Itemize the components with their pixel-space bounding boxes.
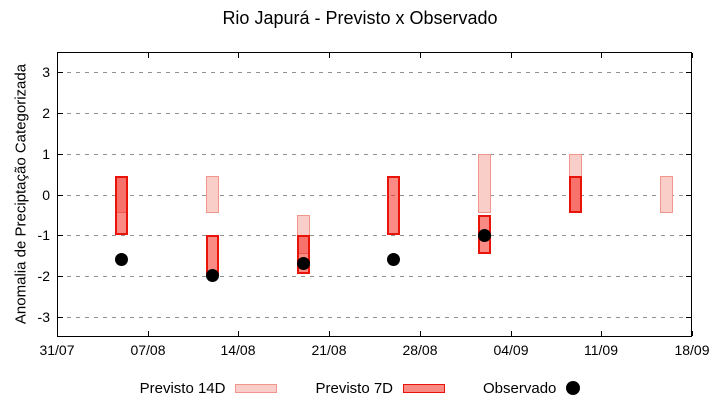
- observado-dot-icon: [566, 381, 581, 395]
- plot-area: [57, 52, 692, 337]
- chart-title: Rio Japurá - Previsto x Observado: [222, 8, 498, 28]
- x-tick-top: [601, 53, 602, 58]
- x-tick-bottom: [692, 331, 693, 336]
- x-tick-top: [420, 53, 421, 58]
- y-tick-label: -1: [37, 227, 50, 243]
- gridline: [58, 195, 691, 196]
- y-tick-right: [686, 235, 691, 236]
- x-tick-label: 11/09: [584, 342, 618, 358]
- y-tick-label: 0: [42, 187, 50, 203]
- observed-dot: [478, 229, 491, 242]
- y-tick-right: [686, 154, 691, 155]
- x-tick-label: 21/08: [311, 342, 347, 358]
- legend-label-observado: Observado: [483, 379, 557, 397]
- previsto-7d-swatch-icon: [403, 383, 446, 393]
- observed-dot: [206, 269, 219, 282]
- bar-previsto-14d: [206, 176, 219, 213]
- legend-item-observado: Observado: [483, 379, 581, 397]
- observed-dot: [115, 253, 128, 266]
- x-tick-label: 18/09: [674, 342, 710, 358]
- bar-previsto-14d: [478, 154, 491, 213]
- y-tick-left: [58, 276, 63, 277]
- x-tick-top: [692, 53, 693, 58]
- y-tick-left: [58, 113, 63, 114]
- y-tick-left: [58, 154, 63, 155]
- observed-dot: [387, 253, 400, 266]
- x-tick-bottom: [329, 331, 330, 336]
- y-tick-left: [58, 195, 63, 196]
- x-tick-label: 31/07: [39, 342, 75, 358]
- y-tick-right: [686, 317, 691, 318]
- y-tick-right: [686, 195, 691, 196]
- x-tick-label: 28/08: [402, 342, 438, 358]
- legend-label-previsto-14d: Previsto 14D: [139, 379, 226, 397]
- y-tick-right: [686, 276, 691, 277]
- y-tick-right: [686, 72, 691, 73]
- x-tick-bottom: [511, 331, 512, 336]
- x-tick-bottom: [420, 331, 421, 336]
- legend: Previsto 14D Previsto 7D Observado: [0, 378, 720, 398]
- x-tick-top: [148, 53, 149, 58]
- y-tick-label: 3: [42, 64, 50, 80]
- legend-label-previsto-7d: Previsto 7D: [315, 379, 394, 397]
- x-tick-bottom: [238, 331, 239, 336]
- gridline: [58, 113, 691, 114]
- y-tick-left: [58, 317, 63, 318]
- x-tick-top: [329, 53, 330, 58]
- gridline: [58, 154, 691, 155]
- x-tick-bottom: [57, 331, 58, 336]
- gridline: [58, 72, 691, 73]
- bar-previsto-14d: [660, 176, 673, 213]
- y-tick-label: 1: [42, 146, 50, 162]
- x-tick-top: [238, 53, 239, 58]
- y-tick-left: [58, 72, 63, 73]
- legend-item-previsto-14d: Previsto 14D: [140, 380, 278, 397]
- x-tick-top: [57, 53, 58, 58]
- gridline: [58, 317, 691, 318]
- legend-item-previsto-7d: Previsto 7D: [315, 379, 446, 397]
- x-tick-top: [511, 53, 512, 58]
- y-tick-left: [58, 235, 63, 236]
- x-tick-label: 07/08: [130, 342, 166, 358]
- y-tick-right: [686, 113, 691, 114]
- bar-previsto-7d: [569, 176, 582, 213]
- bar-previsto-7d: [115, 176, 128, 235]
- x-tick-bottom: [148, 331, 149, 336]
- x-tick-label: 04/09: [493, 342, 529, 358]
- y-tick-label: -3: [37, 309, 50, 325]
- y-tick-label: 2: [42, 105, 50, 121]
- gridline: [58, 235, 691, 236]
- gridline: [58, 276, 691, 277]
- x-tick-bottom: [601, 331, 602, 336]
- observed-dot: [297, 257, 310, 270]
- x-tick-label: 14/08: [220, 342, 256, 358]
- y-tick-label: -2: [37, 268, 50, 284]
- previsto-14d-swatch-icon: [235, 383, 278, 393]
- bar-previsto-7d: [387, 176, 400, 235]
